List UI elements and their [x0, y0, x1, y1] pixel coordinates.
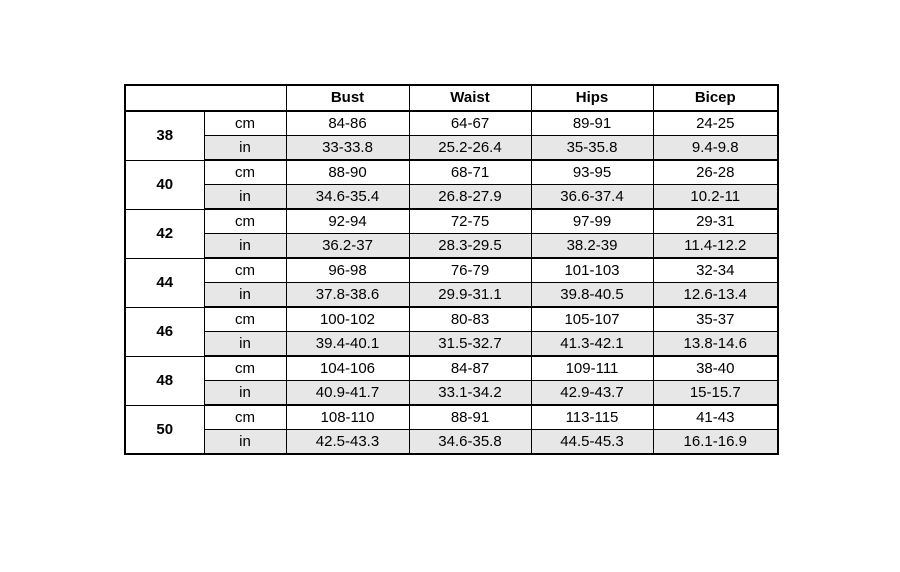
cell-bust-in: 34.6-35.4	[285, 184, 410, 210]
cell-bust-in: 33-33.8	[285, 135, 410, 161]
cell-waist-cm: 72-75	[408, 208, 532, 234]
cell-hips-in: 38.2-39	[530, 233, 654, 259]
column-header-bicep: Bicep	[652, 84, 779, 112]
unit-label-cm: cm	[203, 110, 287, 136]
cell-bicep-in: 10.2-11	[652, 184, 779, 210]
cell-bust-cm: 96-98	[285, 257, 410, 283]
header-row: Bust Waist Hips Bicep	[124, 84, 779, 112]
size-row-cm: 46 cm 100-102 80-83 105-107 35-37	[124, 306, 779, 357]
unit-label-cm: cm	[203, 306, 287, 332]
unit-label-cm: cm	[203, 355, 287, 381]
cell-hips-cm: 89-91	[530, 110, 654, 136]
cell-waist-cm: 68-71	[408, 159, 532, 185]
size-label: 48	[124, 355, 205, 406]
unit-label-cm: cm	[203, 159, 287, 185]
size-row-in: in 42.5-43.3 34.6-35.8 44.5-45.3 16.1-16…	[125, 429, 779, 455]
cell-hips-in: 35-35.8	[530, 135, 654, 161]
cell-waist-in: 34.6-35.8	[408, 429, 532, 455]
cell-waist-in: 25.2-26.4	[408, 135, 532, 161]
cell-waist-cm: 64-67	[408, 110, 532, 136]
corner-empty-cell	[124, 84, 287, 112]
cell-hips-cm: 93-95	[530, 159, 654, 185]
cell-bust-cm: 104-106	[285, 355, 410, 381]
cell-hips-in: 41.3-42.1	[530, 331, 654, 357]
cell-waist-cm: 84-87	[408, 355, 532, 381]
size-row-in: in 40.9-41.7 33.1-34.2 42.9-43.7 15-15.7	[125, 380, 779, 406]
cell-hips-cm: 113-115	[530, 404, 654, 430]
cell-bicep-cm: 38-40	[652, 355, 779, 381]
cell-bicep-in: 16.1-16.9	[652, 429, 779, 455]
cell-bicep-cm: 26-28	[652, 159, 779, 185]
size-row-cm: 50 cm 108-110 88-91 113-115 41-43	[124, 404, 779, 455]
column-header-hips: Hips	[530, 84, 654, 112]
cell-hips-in: 42.9-43.7	[530, 380, 654, 406]
size-row-cm: 44 cm 96-98 76-79 101-103 32-34	[124, 257, 779, 308]
cell-waist-cm: 80-83	[408, 306, 532, 332]
cell-waist-cm: 88-91	[408, 404, 532, 430]
unit-label-in: in	[203, 282, 287, 308]
cell-waist-cm: 76-79	[408, 257, 532, 283]
unit-label-cm: cm	[203, 208, 287, 234]
cell-hips-in: 39.8-40.5	[530, 282, 654, 308]
cell-bust-cm: 84-86	[285, 110, 410, 136]
cell-bust-in: 36.2-37	[285, 233, 410, 259]
cell-hips-in: 44.5-45.3	[530, 429, 654, 455]
cell-bust-cm: 92-94	[285, 208, 410, 234]
cell-bicep-in: 9.4-9.8	[652, 135, 779, 161]
size-label: 40	[124, 159, 205, 210]
size-row-in: in 36.2-37 28.3-29.5 38.2-39 11.4-12.2	[125, 233, 779, 259]
cell-bicep-in: 12.6-13.4	[652, 282, 779, 308]
cell-bicep-cm: 41-43	[652, 404, 779, 430]
cell-bust-cm: 100-102	[285, 306, 410, 332]
cell-bicep-cm: 32-34	[652, 257, 779, 283]
cell-bust-in: 42.5-43.3	[285, 429, 410, 455]
unit-label-in: in	[203, 380, 287, 406]
size-label: 38	[124, 110, 205, 161]
size-chart-container: Bust Waist Hips Bicep 38 cm 84-86 64-67 …	[124, 84, 779, 455]
cell-hips-cm: 105-107	[530, 306, 654, 332]
cell-waist-in: 29.9-31.1	[408, 282, 532, 308]
cell-waist-in: 33.1-34.2	[408, 380, 532, 406]
size-label: 46	[124, 306, 205, 357]
size-label: 44	[124, 257, 205, 308]
unit-label-in: in	[203, 233, 287, 259]
cell-waist-in: 28.3-29.5	[408, 233, 532, 259]
cell-hips-cm: 97-99	[530, 208, 654, 234]
cell-waist-in: 31.5-32.7	[408, 331, 532, 357]
size-row-in: in 37.8-38.6 29.9-31.1 39.8-40.5 12.6-13…	[125, 282, 779, 308]
column-header-waist: Waist	[408, 84, 532, 112]
cell-bust-cm: 88-90	[285, 159, 410, 185]
size-label: 50	[124, 404, 205, 455]
size-row-in: in 34.6-35.4 26.8-27.9 36.6-37.4 10.2-11	[125, 184, 779, 210]
size-row-cm: 40 cm 88-90 68-71 93-95 26-28	[124, 159, 779, 210]
unit-label-in: in	[203, 184, 287, 210]
unit-label-in: in	[203, 135, 287, 161]
cell-bicep-in: 13.8-14.6	[652, 331, 779, 357]
cell-bust-in: 39.4-40.1	[285, 331, 410, 357]
cell-hips-cm: 109-111	[530, 355, 654, 381]
size-chart-table: Bust Waist Hips Bicep 38 cm 84-86 64-67 …	[124, 84, 779, 455]
cell-bicep-in: 11.4-12.2	[652, 233, 779, 259]
cell-bicep-cm: 35-37	[652, 306, 779, 332]
size-row-in: in 33-33.8 25.2-26.4 35-35.8 9.4-9.8	[125, 135, 779, 161]
unit-label-in: in	[203, 429, 287, 455]
cell-bust-cm: 108-110	[285, 404, 410, 430]
cell-bicep-in: 15-15.7	[652, 380, 779, 406]
cell-bust-in: 37.8-38.6	[285, 282, 410, 308]
size-row-cm: 48 cm 104-106 84-87 109-111 38-40	[124, 355, 779, 406]
cell-bust-in: 40.9-41.7	[285, 380, 410, 406]
cell-hips-in: 36.6-37.4	[530, 184, 654, 210]
cell-hips-cm: 101-103	[530, 257, 654, 283]
unit-label-cm: cm	[203, 257, 287, 283]
cell-bicep-cm: 29-31	[652, 208, 779, 234]
unit-label-cm: cm	[203, 404, 287, 430]
size-label: 42	[124, 208, 205, 259]
unit-label-in: in	[203, 331, 287, 357]
size-row-cm: 42 cm 92-94 72-75 97-99 29-31	[124, 208, 779, 259]
cell-bicep-cm: 24-25	[652, 110, 779, 136]
column-header-bust: Bust	[285, 84, 410, 112]
size-row-cm: 38 cm 84-86 64-67 89-91 24-25	[124, 110, 779, 161]
size-row-in: in 39.4-40.1 31.5-32.7 41.3-42.1 13.8-14…	[125, 331, 779, 357]
cell-waist-in: 26.8-27.9	[408, 184, 532, 210]
